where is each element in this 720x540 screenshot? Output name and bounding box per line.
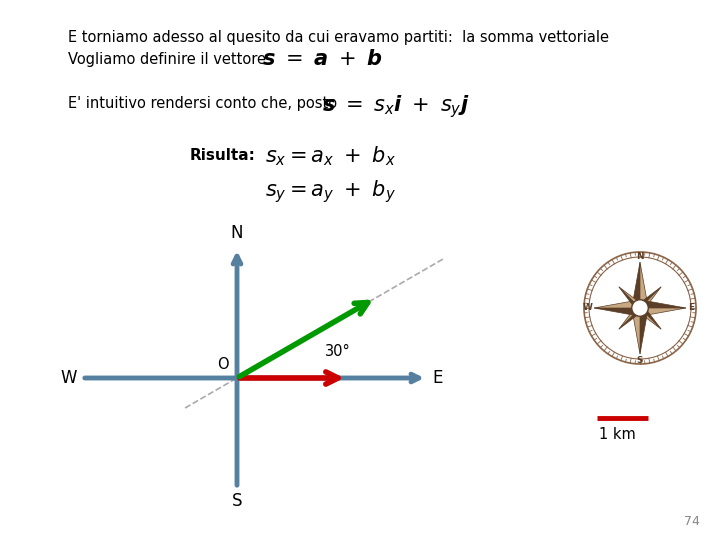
Text: N: N <box>230 224 243 242</box>
Text: E' intuitivo rendersi conto che, posto: E' intuitivo rendersi conto che, posto <box>68 96 356 111</box>
Polygon shape <box>631 308 640 354</box>
Polygon shape <box>594 308 640 316</box>
Text: S: S <box>232 492 242 510</box>
Text: $s_x = a_x\ +\ b_x$: $s_x = a_x\ +\ b_x$ <box>265 144 396 167</box>
Text: O: O <box>217 357 229 372</box>
Polygon shape <box>640 287 661 311</box>
Polygon shape <box>619 305 640 329</box>
Text: Vogliamo definire il vettore: Vogliamo definire il vettore <box>68 52 275 67</box>
Text: E torniamo adesso al quesito da cui eravamo partiti:  la somma vettoriale: E torniamo adesso al quesito da cui erav… <box>68 30 609 45</box>
Text: 1 km: 1 km <box>599 427 636 442</box>
Text: Risulta:: Risulta: <box>190 148 256 163</box>
Polygon shape <box>640 305 661 329</box>
Text: S: S <box>636 356 643 365</box>
Text: E: E <box>432 369 442 387</box>
Polygon shape <box>640 262 648 308</box>
Polygon shape <box>631 262 640 308</box>
Text: W: W <box>583 303 593 313</box>
Text: $\boldsymbol{s}\ =\ \boldsymbol{a}\ +\ \boldsymbol{b}$: $\boldsymbol{s}\ =\ \boldsymbol{a}\ +\ \… <box>262 49 383 69</box>
Text: $s_y = a_y\ +\ b_y$: $s_y = a_y\ +\ b_y$ <box>265 178 396 205</box>
Text: E: E <box>688 303 694 313</box>
Text: $\boldsymbol{s}\ =\ s_x\boldsymbol{i}\ +\ s_y\boldsymbol{j}$: $\boldsymbol{s}\ =\ s_x\boldsymbol{i}\ +… <box>322 93 469 120</box>
Polygon shape <box>594 300 640 308</box>
Polygon shape <box>640 300 686 308</box>
Polygon shape <box>640 308 686 316</box>
Text: 74: 74 <box>684 515 700 528</box>
Text: 30°: 30° <box>325 344 351 359</box>
Polygon shape <box>637 308 661 329</box>
Circle shape <box>631 300 648 316</box>
Text: W: W <box>60 369 77 387</box>
Polygon shape <box>619 308 643 329</box>
Polygon shape <box>619 287 643 308</box>
Polygon shape <box>637 287 661 308</box>
Polygon shape <box>640 308 648 354</box>
Text: N: N <box>636 252 644 261</box>
Polygon shape <box>619 287 640 311</box>
